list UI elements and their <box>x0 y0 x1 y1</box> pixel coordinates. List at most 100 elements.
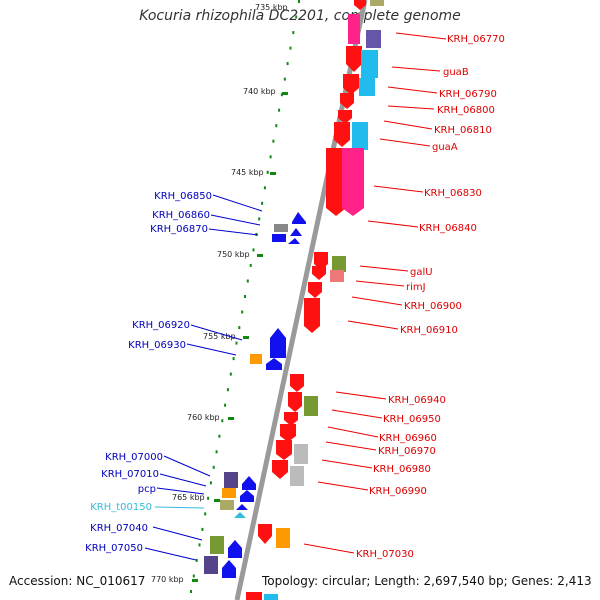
gene-label: KRH_06850 <box>154 191 212 202</box>
scale-dot <box>192 574 195 578</box>
gene-arrow-forward <box>308 282 322 298</box>
gene-label: guaA <box>432 142 458 153</box>
scale-labels: 735 kbp 740 kbp 745 kbp 750 kbp 755 kbp … <box>151 3 288 584</box>
scale-dot <box>229 372 232 376</box>
gene-label: KRH_06790 <box>439 89 497 100</box>
scale-dot <box>298 0 300 3</box>
gene-arrow-reverse <box>288 238 300 244</box>
gene-label: KRH_06870 <box>150 224 208 235</box>
scale-dot <box>204 512 207 516</box>
scale-dot <box>283 77 286 81</box>
gene-box-gray <box>294 444 308 464</box>
gene-label: KRH_06830 <box>424 188 482 199</box>
gene-label: guaB <box>443 67 469 78</box>
gene-arrow-forward <box>334 122 350 147</box>
scale-dot <box>238 326 241 330</box>
scale-dot <box>218 434 221 438</box>
gene-label: pcp <box>138 484 156 495</box>
scale-dot <box>221 419 224 423</box>
scale-label-755: 755 kbp <box>203 332 236 341</box>
gene-arrow-forward <box>276 440 292 460</box>
gene-label: KRH_06860 <box>152 210 210 221</box>
scale-label-735: 735 kbp <box>255 3 288 12</box>
scale-ticks <box>192 92 288 582</box>
gene-arrow-reverse <box>240 490 254 502</box>
forward-genes <box>246 0 384 600</box>
right-leaders <box>303 32 447 554</box>
gene-arrow-forward <box>272 460 288 479</box>
gene-box-pink <box>330 270 344 282</box>
gene-arrow-forward <box>258 524 272 544</box>
gene-label: KRH_06900 <box>404 301 462 312</box>
gene-label: KRH_07050 <box>85 543 143 554</box>
scale-dot <box>212 465 215 469</box>
scale-dot <box>286 62 289 66</box>
scale-dot <box>272 139 275 143</box>
gene-arrow-forward <box>343 74 359 95</box>
gene-arrow-forward <box>284 412 298 426</box>
scale-dot <box>224 403 227 407</box>
gene-box-purple <box>224 472 238 488</box>
scale-dot <box>232 357 235 361</box>
gene-box-magenta <box>348 14 360 44</box>
scale-dot <box>241 310 244 314</box>
scale-dot <box>207 496 210 500</box>
gene-arrow-forward <box>314 252 328 270</box>
gene-arrow-forward <box>354 0 366 10</box>
rna-gene-label: KRH_t00150 <box>90 502 152 513</box>
scale-dot <box>280 93 283 97</box>
scale-dot <box>252 248 255 252</box>
gene-box-olive <box>220 500 234 510</box>
scale-label-750: 750 kbp <box>217 250 250 259</box>
scale-label-760: 760 kbp <box>187 413 220 422</box>
gene-box-gray <box>274 224 288 232</box>
right-labels: KRH_06770 guaB KRH_06790 KRH_06800 KRH_0… <box>356 34 505 560</box>
gene-box-gray <box>290 466 304 486</box>
scale-dot <box>195 558 198 562</box>
gene-label: KRH_06930 <box>128 340 186 351</box>
scale-dot <box>246 279 249 283</box>
scale-dot <box>261 201 264 205</box>
scale-dot <box>215 450 218 454</box>
gene-label: KRH_06960 <box>379 433 437 444</box>
scale-dot <box>198 543 201 547</box>
gene-box-cyan <box>359 78 375 96</box>
gene-box-cyan <box>352 122 368 150</box>
scale-label-740: 740 kbp <box>243 87 276 96</box>
gene-box-olive <box>304 396 318 416</box>
gene-box-cyan <box>361 50 378 78</box>
gene-arrow-forward <box>304 298 320 333</box>
gene-arrow-reverse <box>222 560 236 578</box>
gene-arrow-forward <box>338 110 352 124</box>
gene-arrow-forward <box>312 266 326 280</box>
gene-arrow-reverse <box>236 504 248 510</box>
gene-box-olive <box>332 256 346 272</box>
rna-leader <box>154 506 205 509</box>
scale-dot <box>292 31 295 35</box>
gene-label: KRH_06980 <box>373 464 431 475</box>
gene-label: KRH_06970 <box>378 446 436 457</box>
gene-label: galU <box>410 267 433 278</box>
gene-label: KRH_07030 <box>356 549 414 560</box>
gene-label: rimJ <box>406 282 426 293</box>
scale-dot <box>295 15 298 19</box>
scale-dot <box>209 481 212 485</box>
map-title: Kocuria rhizophila DC2201, complete geno… <box>139 8 461 24</box>
gene-arrow-reverse <box>234 512 246 518</box>
scale-dot <box>249 263 252 267</box>
scale-dot <box>263 186 266 190</box>
gene-box-cyan <box>264 594 278 600</box>
gene-label: KRH_06840 <box>419 223 477 234</box>
scale-dot <box>258 217 261 221</box>
scale-dot <box>289 46 292 50</box>
gene-box-blue <box>272 234 286 242</box>
gene-box-orange <box>222 488 236 498</box>
gene-box-purple <box>366 30 381 48</box>
scale-dot <box>190 590 192 593</box>
gene-arrow-forward <box>346 46 362 72</box>
left-labels: KRH_06850 KRH_06860 KRH_06870 KRH_06920 … <box>85 191 212 554</box>
scale-label-745: 745 kbp <box>231 168 264 177</box>
gene-arrow-forward <box>288 392 302 412</box>
scale-dot <box>275 124 278 128</box>
